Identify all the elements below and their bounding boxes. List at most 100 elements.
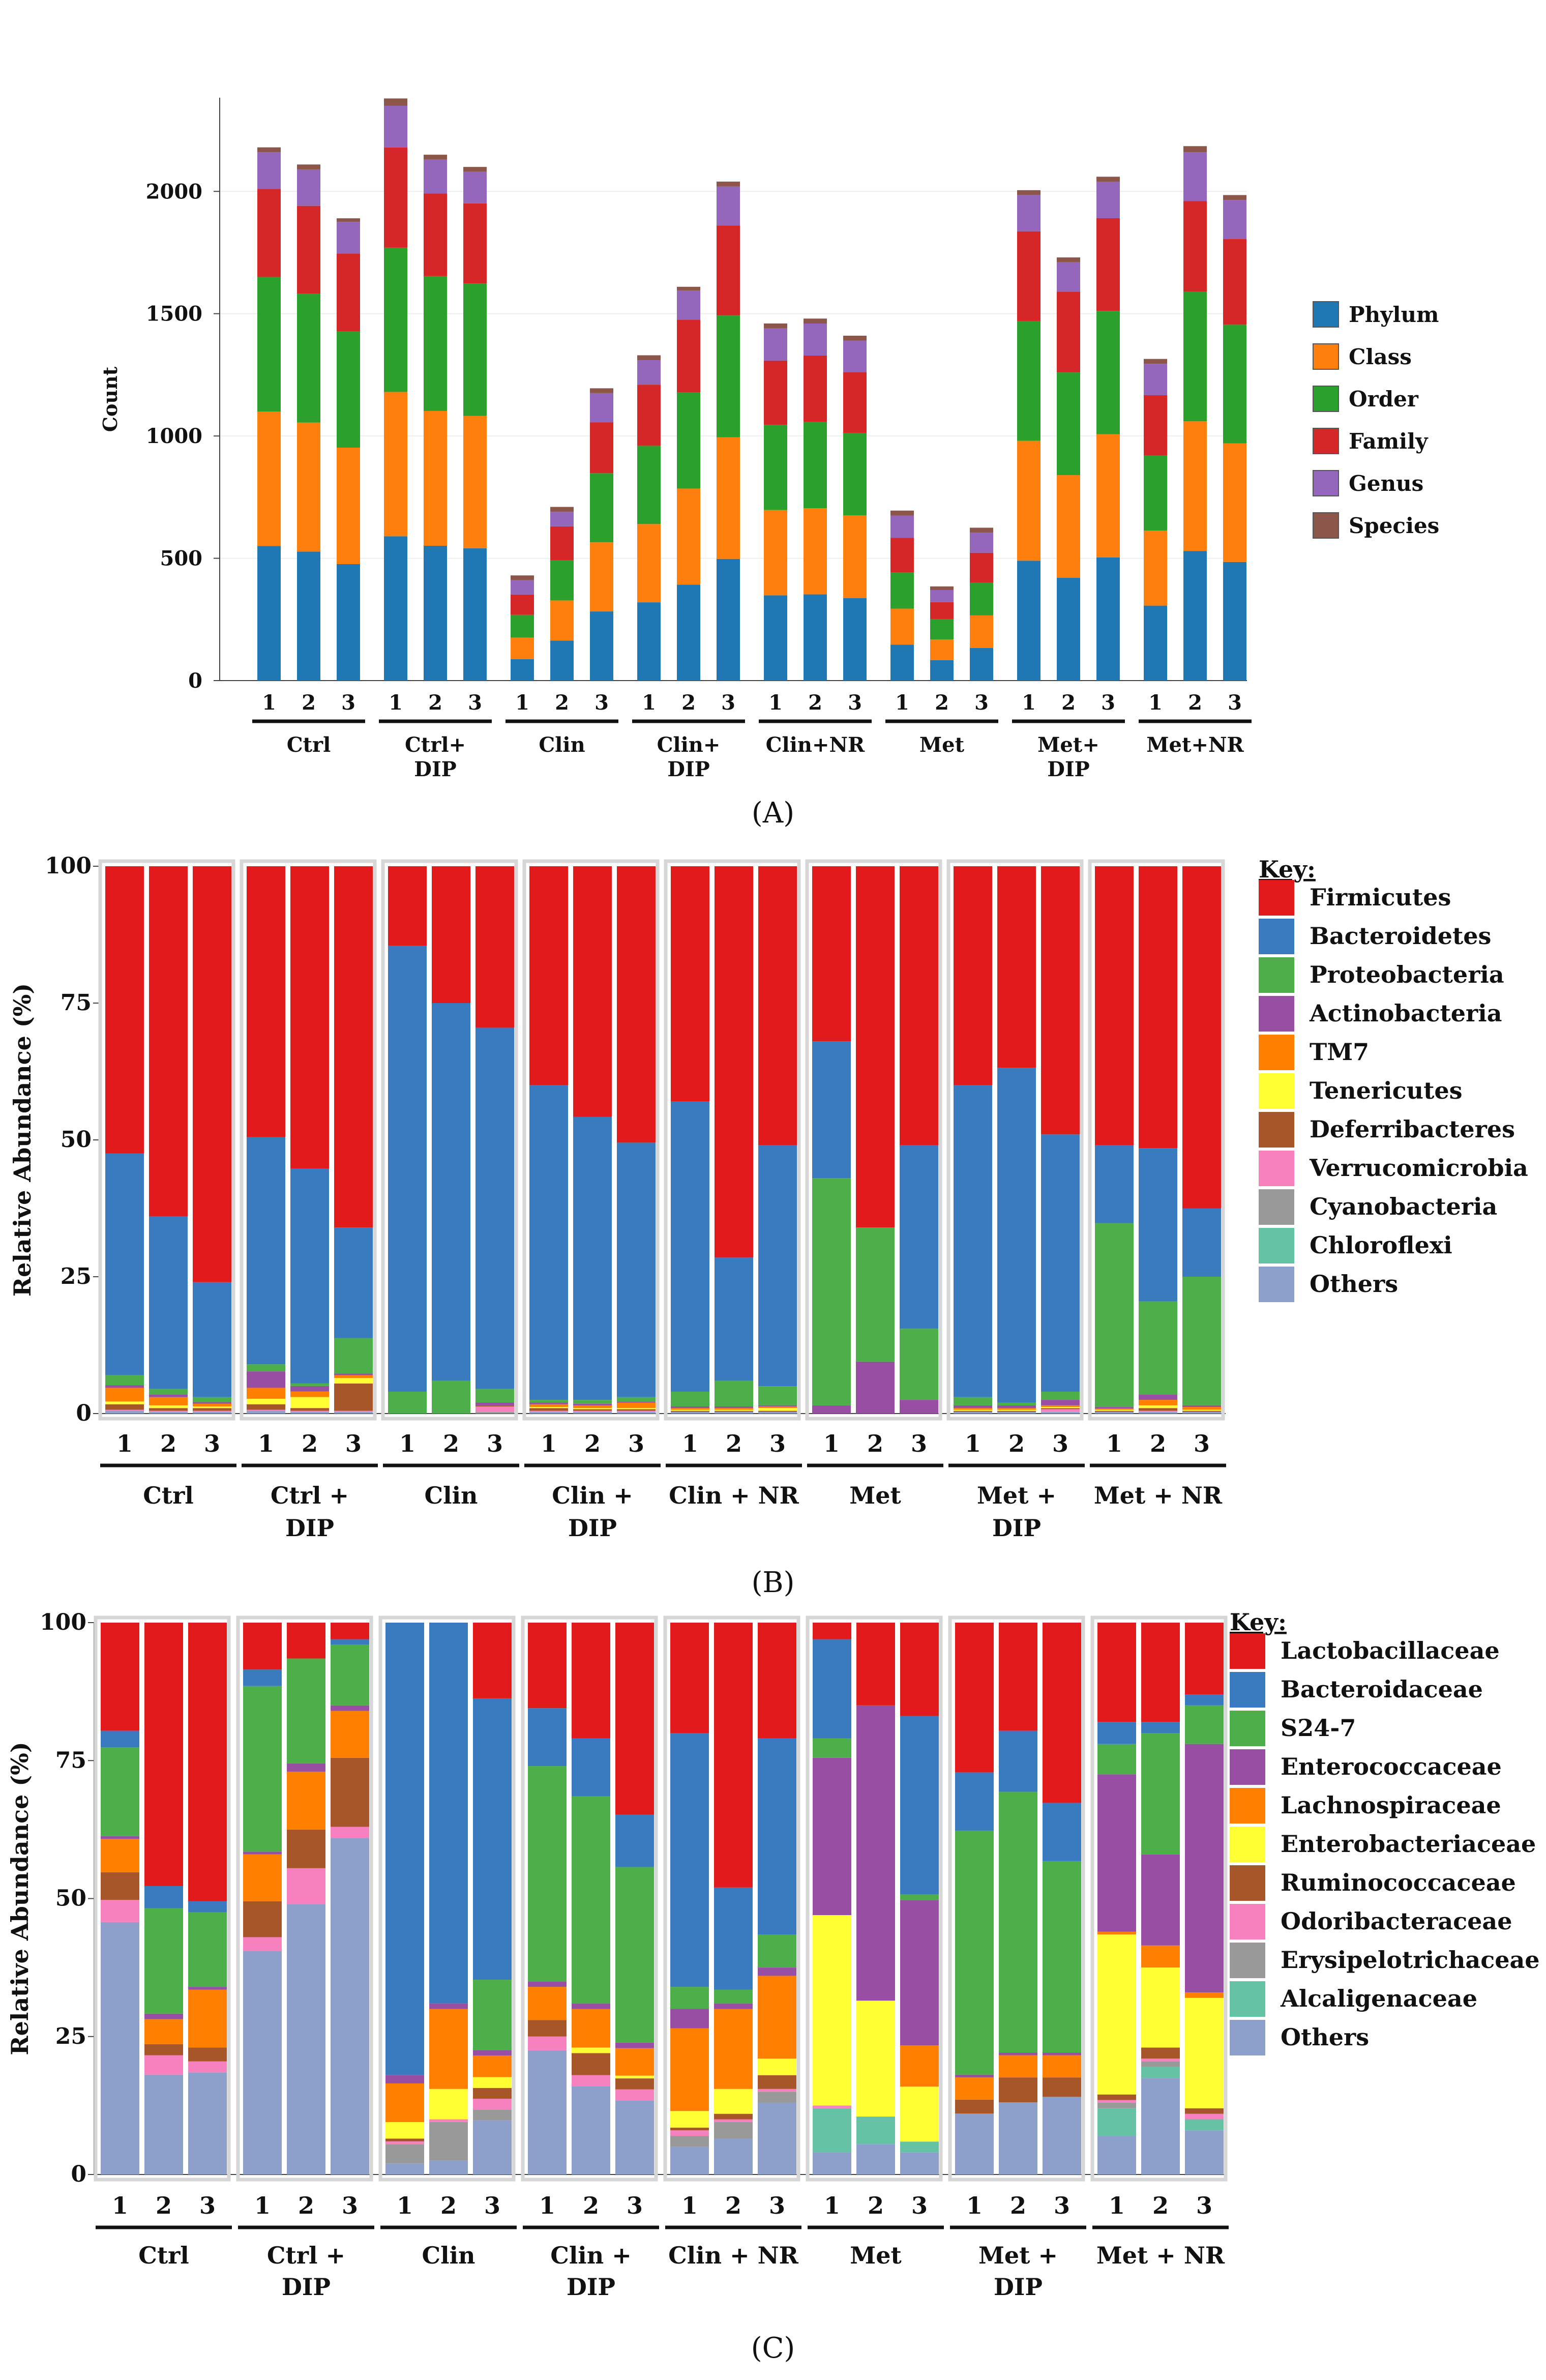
legend-label-a-class: Class — [1349, 344, 1412, 369]
bar-b-g2-r1-verrucomicrobia — [247, 1409, 285, 1411]
bar-c-g6-r1-s24-7 — [813, 1738, 851, 1758]
bar-c-g7-r1-ruminococcaceae — [955, 2099, 994, 2114]
bar-a-g3-r2-class — [550, 600, 574, 641]
replicate-label-a-g4-1: 1 — [642, 691, 656, 715]
group-frame-c-3 — [521, 1615, 658, 2182]
group-label-line2-b-7: DIP — [992, 1514, 1041, 1542]
legend-swatch-c-bacteroidaceae — [1230, 1672, 1265, 1708]
bar-a-g5-r2-species — [804, 318, 827, 324]
bar-c-g1-r2-s24-7 — [144, 1908, 183, 2014]
bar-c-g1-r2-enterococcaceae — [144, 2013, 183, 2019]
bar-b-g5-r1-tm7 — [671, 1408, 709, 1410]
bar-b-g7-r1-others — [954, 1412, 992, 1414]
bar-c-g4-r2-ruminococcaceae — [572, 2053, 610, 2075]
replicate-label-c-g4-1: 1 — [539, 2192, 555, 2219]
group-label-a-7: Met+ — [1037, 733, 1099, 757]
bar-c-g8-r1-lactobacillaceae — [1097, 1623, 1136, 1722]
group-frame-c-7 — [1090, 1615, 1228, 2182]
bar-a-g4-r2-species — [677, 286, 700, 290]
bar-c-g5-r1-enterococcaceae — [670, 2009, 709, 2029]
bar-a-g8-r3-phylum — [1223, 562, 1246, 681]
bar-c-g7-r1-lachnospiraceae — [955, 2077, 994, 2100]
bar-c-g8-r1-enterobacteriaceae — [1097, 1934, 1136, 2095]
legend-swatch-c-lachnospiraceae — [1230, 1788, 1265, 1824]
bar-c-g5-r3-others — [758, 2102, 796, 2175]
bar-b-g4-r1-deferribacteres — [529, 1408, 568, 1411]
bar-a-g2-r3-order — [463, 283, 487, 416]
legend-swatch-a-class — [1313, 343, 1339, 370]
bar-b-g8-r2-proteobacteria — [1139, 1301, 1177, 1395]
bar-c-g8-r3-enterobacteriaceae — [1185, 1997, 1224, 2108]
replicate-label-a-g8-1: 1 — [1148, 691, 1163, 715]
bar-c-g1-r3-ruminococcaceae — [188, 2047, 227, 2062]
bar-a-g1-r1-family — [257, 189, 281, 277]
bar-a-g4-r3-phylum — [717, 559, 740, 681]
group-label-c-8: Met + NR — [1096, 2242, 1225, 2269]
bar-b-g3-r1-bacteroidetes — [388, 946, 427, 1392]
bar-b-g1-r3-verrucomicrobia — [193, 1411, 231, 1412]
legend-label-b-firmicutes: Firmicutes — [1310, 884, 1451, 911]
bar-b-g1-r2-proteobacteria — [149, 1389, 188, 1395]
bar-c-g7-r2-bacteroidaceae — [999, 1730, 1037, 1792]
bar-a-g3-r1-genus — [511, 580, 534, 595]
bar-c-g7-r1-lactobacillaceae — [955, 1623, 994, 1773]
legend-label-b-tenericutes: Tenericutes — [1310, 1077, 1463, 1104]
bar-b-g4-r2-verrucomicrobia — [573, 1411, 612, 1412]
bar-a-g3-r3-phylum — [590, 611, 613, 681]
bar-b-g7-r3-tm7 — [1041, 1405, 1080, 1407]
panel-label-a: (A) — [752, 797, 794, 830]
bar-b-g2-r1-tenericutes — [247, 1398, 285, 1404]
y-axis-label-b: Relative Abundance (%) — [9, 983, 36, 1297]
bar-a-g1-r3-genus — [337, 222, 360, 254]
replicate-label-c-g3-1: 1 — [397, 2192, 413, 2219]
bar-c-g1-r3-enterococcaceae — [188, 1987, 227, 1990]
bar-b-g7-r2-proteobacteria — [997, 1402, 1036, 1405]
bar-a-g3-r3-family — [590, 422, 613, 474]
bar-a-g2-r2-family — [424, 193, 447, 276]
replicate-label-c-g6-2: 2 — [868, 2192, 884, 2219]
group-label-line2-a-2: DIP — [414, 757, 456, 781]
bar-b-g8-r3-others — [1182, 1412, 1221, 1414]
bar-c-g5-r1-lactobacillaceae — [670, 1623, 709, 1733]
bar-a-g5-r3-order — [843, 432, 867, 516]
group-frame-b-3 — [522, 859, 660, 1421]
bar-b-g1-r1-tm7 — [105, 1388, 144, 1402]
bar-b-g2-r3-verrucomicrobia — [334, 1411, 373, 1412]
bar-b-g8-r2-others — [1139, 1412, 1177, 1414]
y-tick-label-b-4: 100 — [45, 853, 92, 879]
legend-label-c-ruminococcaceae: Ruminococcaceae — [1281, 1869, 1516, 1896]
group-label-c-1: Ctrl — [138, 2242, 189, 2269]
bar-c-g7-r3-bacteroidaceae — [1043, 1803, 1081, 1861]
replicate-label-c-g7-1: 1 — [966, 2192, 983, 2219]
bar-b-g4-r1-bacteroidetes — [529, 1085, 568, 1400]
bar-b-g3-r3-firmicutes — [475, 866, 514, 1028]
legend-label-b-tm7: TM7 — [1310, 1038, 1369, 1066]
bar-c-g4-r2-s24-7 — [572, 1796, 610, 2004]
bar-c-g2-r1-s24-7 — [243, 1686, 282, 1852]
bar-b-g1-r3-firmicutes — [193, 866, 231, 1282]
bar-a-g5-r2-family — [804, 355, 827, 422]
bar-b-g8-r2-tenericutes — [1139, 1405, 1177, 1408]
bar-a-g4-r1-family — [637, 385, 661, 446]
bar-a-g4-r2-class — [677, 488, 700, 585]
bar-c-g7-r2-s24-7 — [999, 1791, 1037, 2053]
bar-c-g2-r1-ruminococcaceae — [243, 1901, 282, 1937]
bar-a-g2-r2-phylum — [424, 545, 447, 681]
bar-b-g6-r2-firmicutes — [856, 866, 895, 1228]
bar-b-g3-r1-proteobacteria — [388, 1391, 427, 1414]
bar-b-g6-r3-actinobacteria — [900, 1400, 938, 1414]
replicate-label-c-g5-3: 3 — [769, 2192, 785, 2219]
bar-b-g7-r2-deferribacteres — [997, 1411, 1036, 1412]
bar-b-g5-r3-actinobacteria — [758, 1405, 797, 1407]
bar-c-g7-r1-bacteroidaceae — [955, 1772, 994, 1831]
bar-c-g8-r3-ruminococcaceae — [1185, 2108, 1224, 2114]
replicate-label-a-g3-2: 2 — [555, 691, 569, 715]
replicate-label-c-g5-2: 2 — [725, 2192, 741, 2219]
bar-b-g3-r2-proteobacteria — [432, 1380, 470, 1414]
bar-a-g1-r3-family — [337, 253, 360, 332]
bar-b-g8-r1-others — [1095, 1412, 1134, 1414]
replicate-label-c-g1-2: 2 — [156, 2192, 172, 2219]
bar-a-g8-r1-species — [1144, 359, 1167, 364]
bar-a-g7-r1-genus — [1017, 195, 1040, 231]
